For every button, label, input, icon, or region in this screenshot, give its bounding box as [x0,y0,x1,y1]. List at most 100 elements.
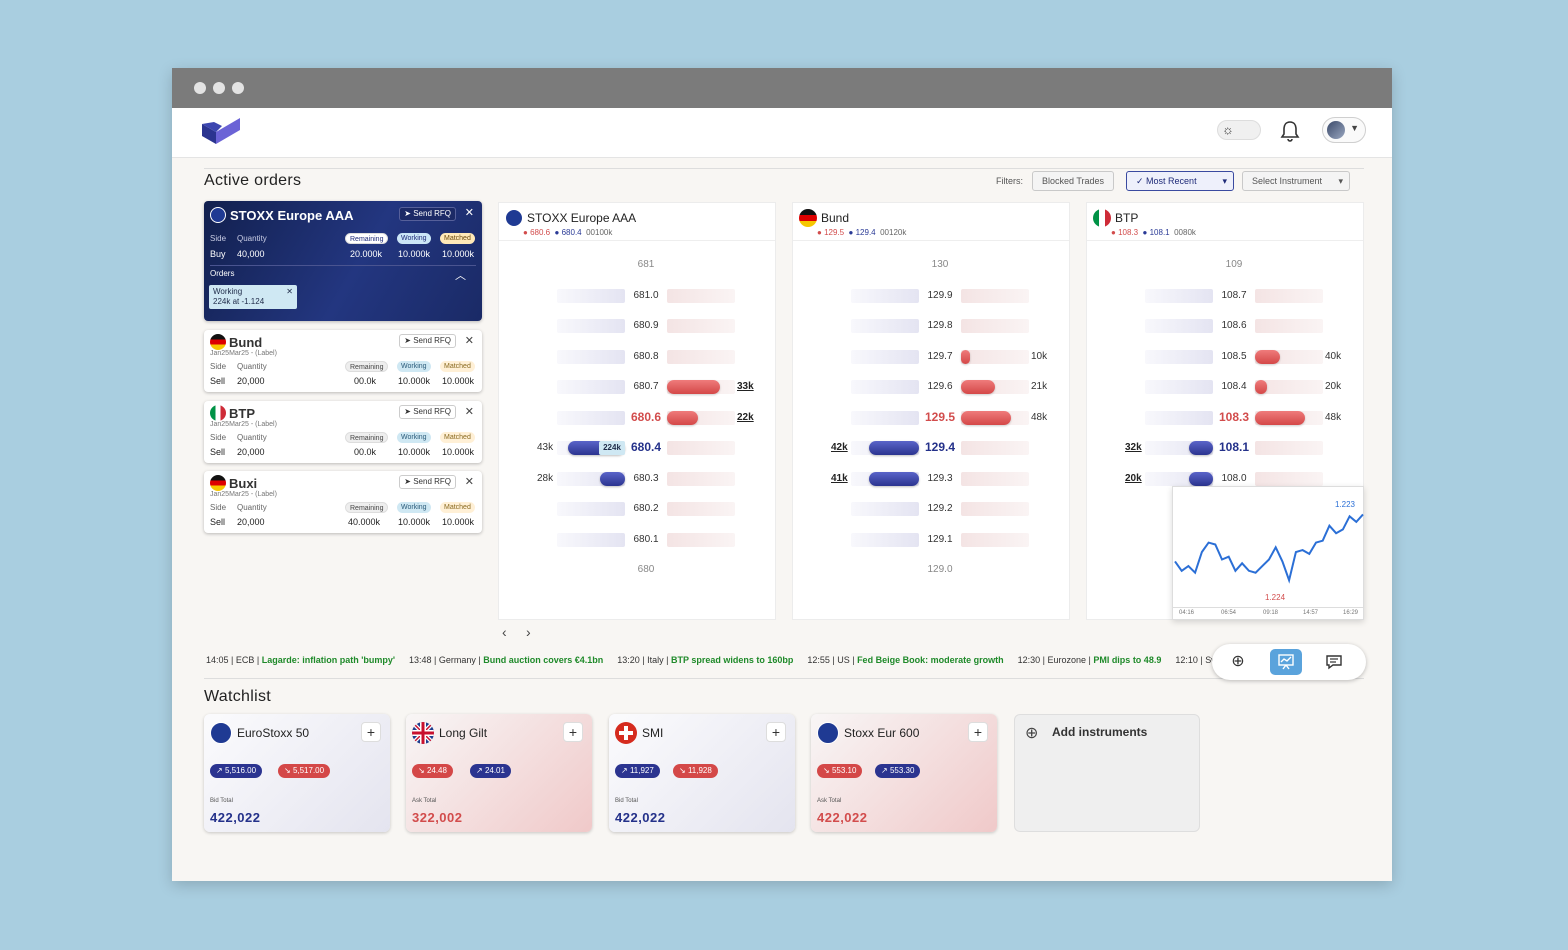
bid-cell[interactable] [851,288,919,303]
ladder-row[interactable]: 129.2 [793,499,1069,519]
ask-cell[interactable] [1255,441,1323,455]
add-button[interactable]: + [563,722,583,742]
order-card-btp[interactable]: BTP Jan25Mar25 - (Label) ➤ Send RFQ ✕ Si… [204,401,482,463]
add-button[interactable]: + [361,722,381,742]
ask-cell[interactable] [961,288,1029,303]
mini-price-chart[interactable]: 1.223 1.224 04:16 06:54 09:18 14:57 16:2… [1172,486,1364,620]
ladder-row[interactable]: 129.9 [793,286,1069,306]
bid-quantity[interactable]: 32k [1125,442,1142,453]
ladder-row[interactable]: 108.1 32k [1087,438,1363,458]
ladder-row[interactable]: 129.3 41k [793,469,1069,489]
ask-quantity[interactable]: 22k [737,411,754,423]
theme-toggle[interactable]: ☼ [1217,120,1261,140]
ladder-row[interactable]: 109 [1087,255,1363,275]
ask-cell[interactable] [961,319,1029,333]
ask-cell[interactable] [1255,319,1323,333]
ladder-row[interactable]: 680.8 [499,347,775,367]
ladder-row[interactable]: 129.8 [793,316,1069,336]
ask-cell[interactable] [961,441,1029,455]
order-card-buxi[interactable]: Buxi Jan25Mar25 - (Label) ➤ Send RFQ ✕ S… [204,471,482,533]
watchlist-card[interactable]: SMI + ↗ 11,927 ↘ 11,928 Bid Total 422,02… [609,714,795,832]
bid-cell[interactable] [851,319,919,333]
ladder-row[interactable]: 680.9 [499,316,775,336]
ladder-row[interactable]: 680.2 [499,499,775,519]
ladder-row[interactable]: 680.6 22k [499,408,775,428]
watchlist-card[interactable]: EuroStoxx 50 + ↗ 5,516.00 ↘ 5,517.00 Bid… [204,714,390,832]
news-item[interactable]: 13:48 | Germany | Bund auction covers €4… [409,655,604,665]
news-item[interactable]: 12:30 | Eurozone | PMI dips to 48.9 [1017,655,1162,665]
ladder-row[interactable]: 108.6 [1087,316,1363,336]
close-icon[interactable]: ✕ [286,287,293,296]
watchlist-card[interactable]: Long Gilt + ↘ 24.48 ↗ 24.01 Ask Total 32… [406,714,592,832]
ask-cell[interactable] [667,502,735,516]
ladder-row[interactable]: 680.1 [499,530,775,550]
ask-cell[interactable] [961,502,1029,516]
ladder-row[interactable]: 680.7 33k [499,377,775,397]
brand-logo-icon[interactable] [202,116,240,144]
order-card-stoxx[interactable]: STOXX Europe AAA ➤ Send RFQ ✕ Side Quant… [204,201,482,321]
ask-cell[interactable] [1255,380,1323,394]
ask-cell[interactable] [667,319,735,333]
send-rfq-button[interactable]: ➤ Send RFQ [399,207,456,221]
send-rfq-button[interactable]: ➤ Send RFQ [399,475,456,489]
bid-cell[interactable] [1145,319,1213,333]
bid-cell[interactable] [557,288,625,303]
close-icon[interactable]: ✕ [464,335,474,347]
ask-cell[interactable] [667,441,735,455]
ladder-row[interactable]: 129.1 [793,530,1069,550]
chat-icon[interactable] [1318,649,1350,675]
ladder-row[interactable]: 129.0 [793,560,1069,580]
add-instruments-card[interactable]: ⊕ Add instruments [1014,714,1200,832]
bid-cell[interactable] [1145,349,1213,364]
ladder-row[interactable]: 129.5 48k [793,408,1069,428]
ladder-row[interactable]: 130 [793,255,1069,275]
ask-cell[interactable] [667,349,735,364]
news-item[interactable]: 12:55 | US | Fed Beige Book: moderate gr… [807,655,1004,665]
bid-cell[interactable] [557,380,625,394]
bid-cell[interactable] [851,349,919,364]
ladder-row[interactable]: 129.4 42k [793,438,1069,458]
add-circle-icon[interactable]: ⊕ [1231,653,1245,670]
bid-quantity[interactable]: 42k [831,442,848,453]
watchlist-card[interactable]: Stoxx Eur 600 + ↘ 553.10 ↗ 553.30 Ask To… [811,714,997,832]
bid-cell[interactable] [851,502,919,516]
window-zoom-dot[interactable] [232,82,244,94]
working-order-marker[interactable]: 224k [599,441,625,455]
bid-cell[interactable] [851,410,919,425]
ladder-row[interactable]: 224k 680.4 43k [499,438,775,458]
close-icon[interactable]: ✕ [464,207,474,219]
chevron-left-icon[interactable]: ‹ [502,624,507,640]
ladder-row[interactable]: 108.0 20k [1087,469,1363,489]
window-close-dot[interactable] [194,82,206,94]
working-order-chip[interactable]: Working 224k at -1.124 ✕ [209,285,297,309]
presentation-chart-icon[interactable] [1270,649,1302,675]
ladder-row[interactable]: 108.5 40k [1087,347,1363,367]
order-card-bund[interactable]: Bund Jan25Mar25 - (Label) ➤ Send RFQ ✕ S… [204,330,482,392]
bid-cell[interactable] [557,319,625,333]
chevron-right-icon[interactable]: › [526,624,531,640]
bid-quantity[interactable]: 41k [831,472,848,484]
bid-cell[interactable] [1145,288,1213,303]
news-item[interactable]: 13:20 | Italy | BTP spread widens to 160… [617,655,794,665]
blocked-trades-filter[interactable]: Blocked Trades [1032,171,1115,191]
bid-cell[interactable] [557,532,625,547]
ask-cell[interactable] [667,532,735,547]
ladder-row[interactable]: 680.3 28k [499,469,775,489]
send-rfq-button[interactable]: ➤ Send RFQ [399,334,456,348]
chevron-up-icon[interactable]: ︿ [455,270,466,282]
close-icon[interactable]: ✕ [464,406,474,418]
close-icon[interactable]: ✕ [464,476,474,488]
bid-cell[interactable] [557,410,625,425]
ask-cell[interactable] [667,288,735,303]
ladder-row[interactable]: 108.7 [1087,286,1363,306]
select-instrument-dropdown[interactable]: Select Instrument ▾ [1242,171,1350,191]
ask-cell[interactable] [961,471,1029,486]
ladder-row[interactable]: 108.4 20k [1087,377,1363,397]
news-item[interactable]: 12:10 | Switzerl [1175,655,1214,665]
window-minimize-dot[interactable] [213,82,225,94]
bid-cell[interactable] [1145,380,1213,394]
ladder-row[interactable]: 129.6 21k [793,377,1069,397]
bell-icon[interactable] [1280,120,1300,142]
ladder-row[interactable]: 129.7 10k [793,347,1069,367]
ask-cell[interactable] [1255,471,1323,486]
